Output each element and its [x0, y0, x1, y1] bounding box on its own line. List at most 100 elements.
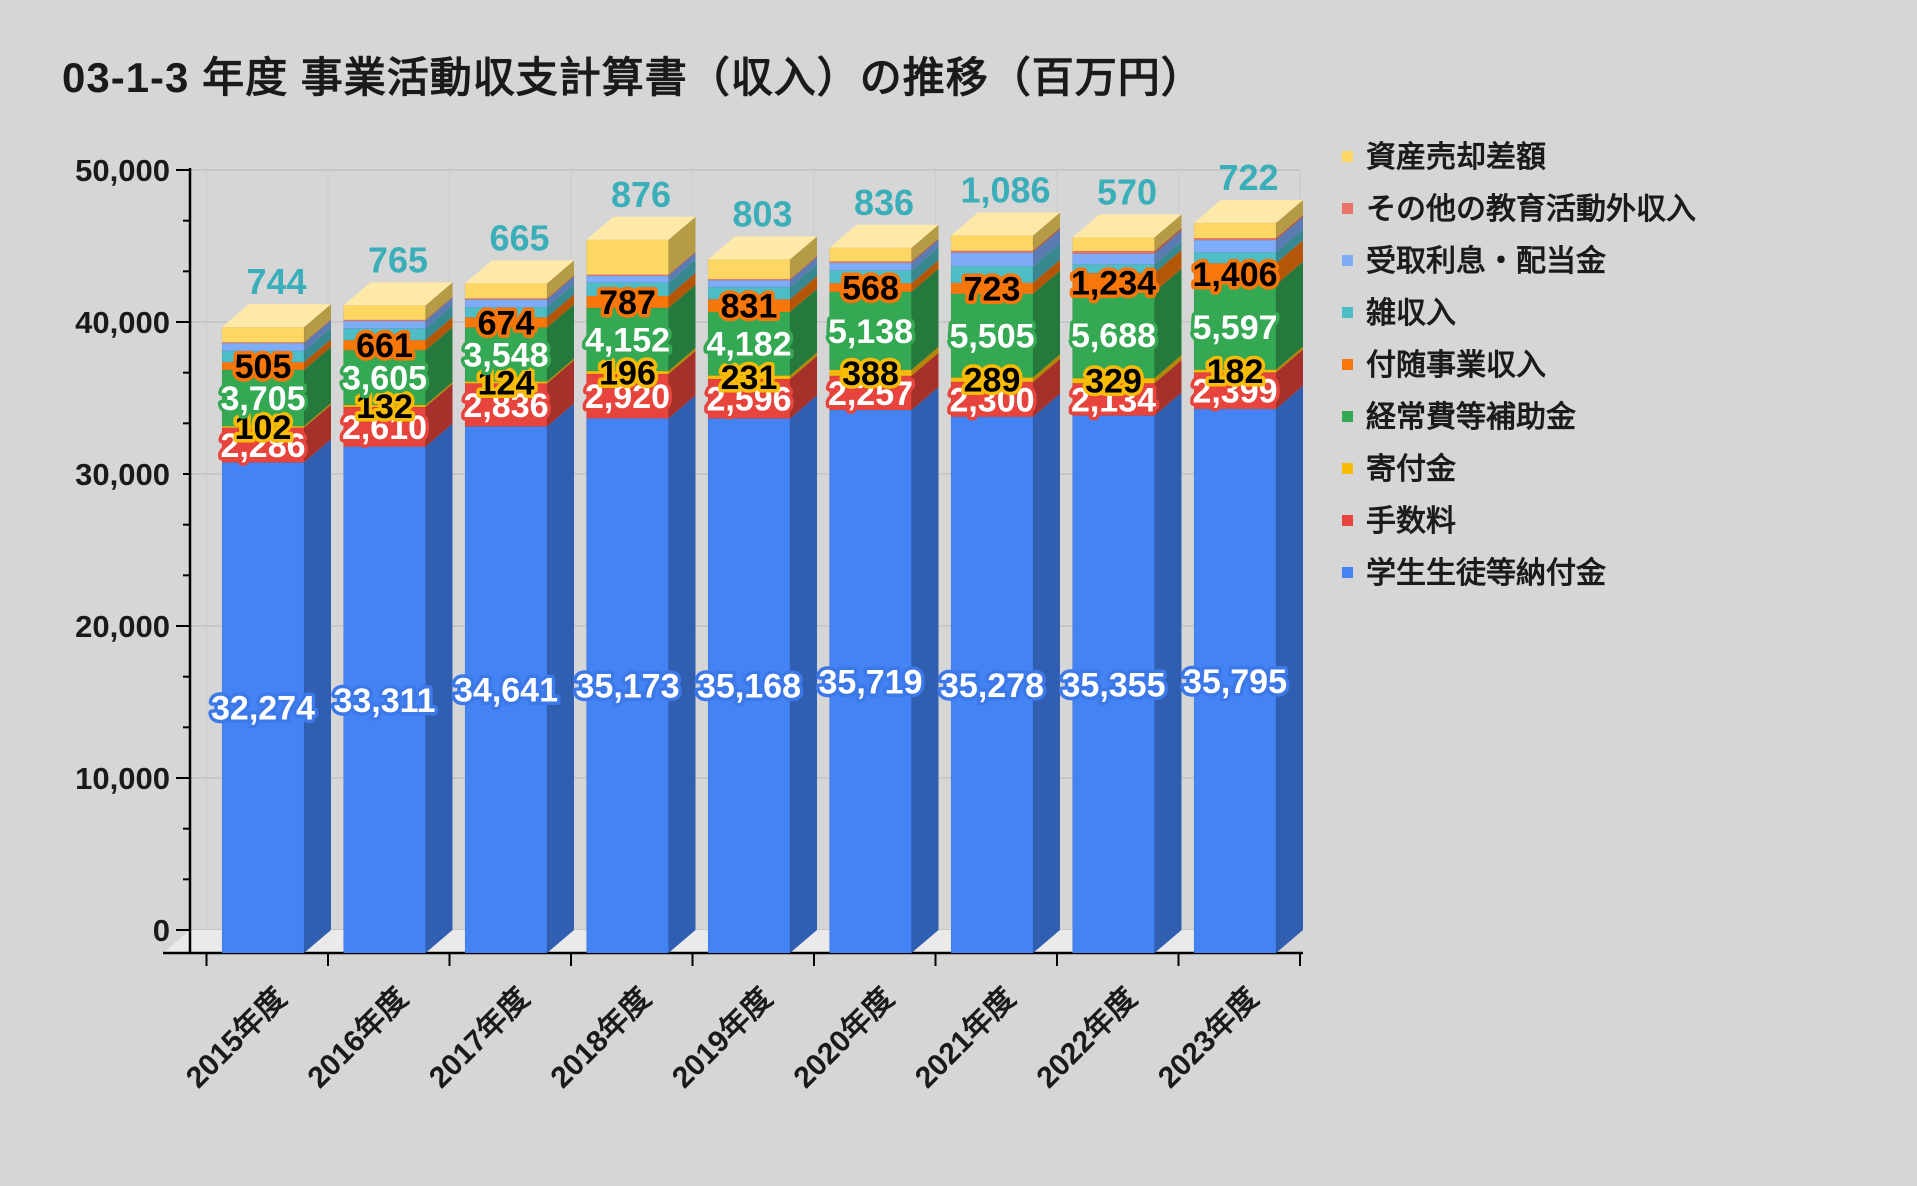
segment-side-雑収入 — [790, 264, 817, 300]
segment-top-資産売却差額 — [829, 224, 939, 248]
label-手数料: 2,300 — [949, 381, 1034, 419]
segment-side-資産売却差額 — [911, 224, 939, 262]
segment-side-資産売却差額 — [668, 216, 696, 275]
legend-item-手数料: 手数料 — [1342, 505, 1456, 538]
label-経常費等補助金: 4,152 — [585, 321, 670, 359]
category-label-2015年度: 2015年度 — [180, 982, 293, 1095]
segment-side-受取利息・配当金 — [425, 297, 453, 329]
segment-手数料 — [343, 406, 426, 447]
segment-side-手数料 — [668, 350, 696, 419]
segment-経常費等補助金 — [1193, 284, 1277, 370]
segment-手数料 — [464, 383, 548, 427]
segment-経常費等補助金 — [464, 327, 548, 382]
segment-手数料 — [829, 375, 912, 411]
segment-side-寄付金 — [1154, 355, 1182, 384]
legend-item-その他の教育活動外収入: その他の教育活動外収入 — [1342, 192, 1696, 226]
segment-side-その他の教育活動外収入 — [1276, 215, 1303, 241]
segment-side-経常費等補助金 — [790, 288, 817, 376]
category-label-2022年度: 2022年度 — [1030, 982, 1143, 1095]
label-寄付金: 231 — [721, 359, 778, 397]
label-雑収入: 722 — [1218, 157, 1278, 198]
label-学生生徒等納付金: 35,795 — [1183, 663, 1287, 701]
segment-side-その他の教育活動外収入 — [547, 275, 574, 300]
segment-経常費等補助金 — [707, 311, 791, 376]
segment-side-その他の教育活動外収入 — [425, 296, 453, 321]
category-labels: 2015年度 2016年度 2017年度 2018年度 2019年度 2020年度 2021… — [180, 982, 1265, 1095]
segment-side-寄付金 — [1276, 346, 1303, 373]
segment-top-資産売却差額 — [222, 304, 331, 328]
segment-資産売却差額 — [829, 247, 912, 262]
segment-資産売却差額 — [586, 239, 669, 276]
category-label-2016年度: 2016年度 — [301, 982, 414, 1095]
segment-手数料 — [1193, 372, 1277, 410]
y-tick-label: 30,000 — [75, 457, 170, 492]
label-雑収入: 744 — [246, 261, 306, 302]
segment-side-受取利息・配当金 — [668, 252, 696, 283]
segment-side-経常費等補助金 — [1033, 270, 1060, 378]
segment-学生生徒等納付金 — [586, 418, 669, 954]
legend-swatch — [1342, 567, 1353, 578]
segment-雑収入 — [707, 286, 791, 300]
segment-side-経常費等補助金 — [547, 304, 574, 382]
label-手数料: 2,596 — [706, 381, 791, 419]
segment-side-付随事業収入 — [304, 339, 331, 370]
segment-side-学生生徒等納付金 — [1154, 392, 1182, 953]
segment-資産売却差額 — [343, 305, 426, 321]
segment-side-手数料 — [1276, 349, 1303, 409]
category-label-2018年度: 2018年度 — [544, 982, 657, 1095]
category-label-2019年度: 2019年度 — [666, 982, 779, 1095]
legend: 資産売却差額その他の教育活動外収入受取利息・配当金雑収入付随事業収入経常費等補助… — [1342, 141, 1696, 590]
segment-side-雑収入 — [1033, 243, 1060, 283]
segment-side-付随事業収入 — [547, 294, 574, 328]
bar-group-2017年度 — [464, 260, 574, 954]
segment-top-資産売却差額 — [343, 282, 453, 306]
segment-side-学生生徒等納付金 — [790, 395, 817, 953]
y-tick-label: 20,000 — [75, 609, 170, 644]
label-経常費等補助金: 3,548 — [463, 337, 548, 375]
segment-受取利息・配当金 — [707, 279, 791, 288]
label-付随事業収入: 505 — [235, 348, 292, 386]
label-経常費等補助金: 5,597 — [1192, 309, 1277, 347]
legend-item-資産売却差額: 資産売却差額 — [1342, 141, 1546, 174]
segment-side-学生生徒等納付金 — [547, 403, 574, 953]
label-寄付金: 329 — [1085, 363, 1142, 401]
segment-top-資産売却差額 — [465, 260, 574, 284]
segment-受取利息・配当金 — [1193, 239, 1277, 253]
segment-side-その他の教育活動外収入 — [911, 238, 939, 263]
segment-top-資産売却差額 — [586, 216, 696, 240]
segment-side-付随事業収入 — [1033, 259, 1060, 294]
segment-side-受取利息・配当金 — [1154, 230, 1182, 265]
label-学生生徒等納付金: 34,641 — [454, 672, 558, 710]
legend-label: 学生生徒等納付金 — [1366, 556, 1607, 590]
segment-side-手数料 — [304, 404, 331, 463]
bar-group-2015年度 — [221, 304, 331, 954]
segment-side-手数料 — [425, 384, 453, 447]
label-付随事業収入: 831 — [721, 288, 778, 326]
bar-group-2018年度 — [586, 216, 696, 954]
segment-side-寄付金 — [911, 346, 939, 376]
legend-item-経常費等補助金: 経常費等補助金 — [1342, 400, 1577, 434]
legend-swatch — [1342, 515, 1353, 526]
segment-side-その他の教育活動外収入 — [304, 319, 331, 344]
segment-side-学生生徒等納付金 — [1033, 393, 1060, 953]
segment-経常費等補助金 — [343, 349, 426, 406]
label-経常費等補助金: 5,138 — [828, 313, 913, 351]
bar-group-2021年度 — [950, 212, 1060, 954]
segment-side-資産売却差額 — [1033, 212, 1060, 251]
label-学生生徒等納付金: 35,355 — [1062, 666, 1166, 704]
segment-寄付金 — [464, 381, 548, 384]
y-tick-label: 10,000 — [75, 761, 170, 796]
segment-side-寄付金 — [304, 403, 331, 428]
segment-side-経常費等補助金 — [425, 327, 453, 405]
y-axis: 0 10,000 20,000 30,000 40,000 50,000 — [75, 153, 192, 953]
label-付随事業収入: 674 — [478, 304, 535, 342]
segment-学生生徒等納付金 — [950, 416, 1034, 954]
segment-経常費等補助金 — [950, 293, 1034, 378]
segment-side-受取利息・配当金 — [304, 320, 331, 351]
segment-手数料 — [221, 427, 305, 463]
segment-受取利息・配当金 — [1072, 253, 1155, 265]
segment-side-資産売却差額 — [790, 236, 817, 280]
segment-side-寄付金 — [547, 358, 574, 384]
legend-item-学生生徒等納付金: 学生生徒等納付金 — [1342, 556, 1607, 590]
legend-label: 寄付金 — [1366, 452, 1457, 486]
